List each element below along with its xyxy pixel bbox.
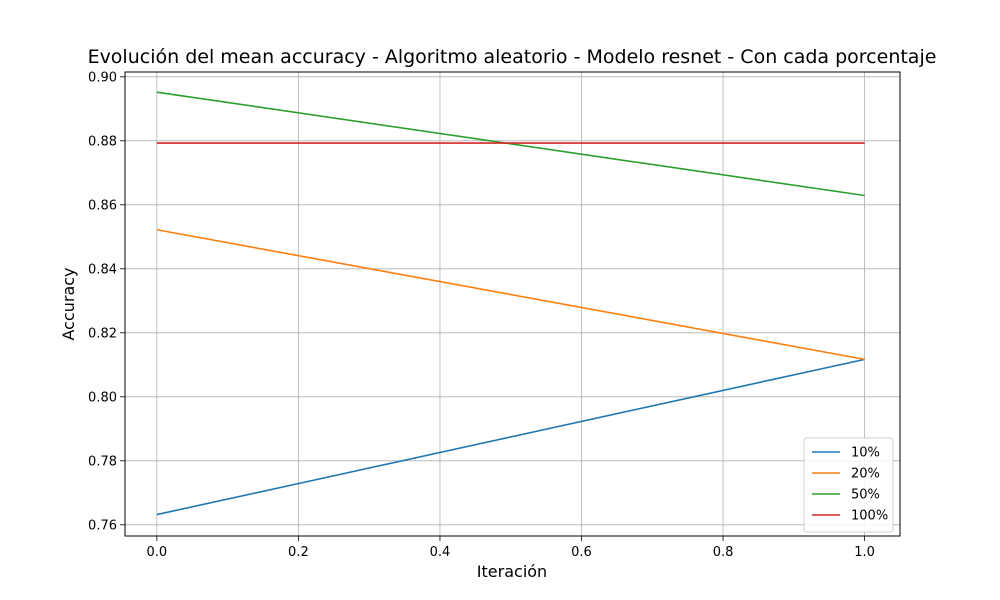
y-tick-label: 0.84 xyxy=(88,262,117,277)
legend-label: 20% xyxy=(851,467,880,482)
y-axis-label: Accuracy xyxy=(59,267,78,340)
x-tick-label: 0.6 xyxy=(571,545,592,560)
legend-label: 50% xyxy=(851,488,880,503)
x-tick-label: 0.4 xyxy=(430,545,451,560)
x-tick-label: 0.8 xyxy=(713,545,734,560)
plot-frame xyxy=(124,71,901,537)
legend: 10% 20% 50% 100% xyxy=(803,437,894,533)
x-tick-label: 0.2 xyxy=(288,545,309,560)
series-line-1 xyxy=(156,228,865,361)
series-lines xyxy=(156,91,865,516)
grid xyxy=(125,72,900,536)
x-axis-label: Iteración xyxy=(477,562,547,581)
chart-title: Evolución del mean accuracy - Algoritmo … xyxy=(88,46,937,68)
x-tick-label: 1.0 xyxy=(854,545,875,560)
y-tick-label: 0.86 xyxy=(88,198,117,213)
series-line-0 xyxy=(156,358,865,516)
y-tick-label: 0.76 xyxy=(88,518,117,533)
y-tick-label: 0.82 xyxy=(88,326,117,341)
legend-box xyxy=(803,437,894,533)
x-tick-label: 0.0 xyxy=(147,545,168,560)
legend-label: 10% xyxy=(851,446,880,461)
y-tick-label: 0.78 xyxy=(88,454,117,469)
y-tick-label: 0.88 xyxy=(88,134,117,149)
y-tick-label: 0.80 xyxy=(88,390,117,405)
y-axis-ticks: 0.76 0.78 0.80 0.82 0.84 0.86 0.88 0.90 xyxy=(88,70,125,533)
y-tick-label: 0.90 xyxy=(88,70,117,85)
legend-label: 100% xyxy=(851,509,888,524)
x-axis-ticks: 0.0 0.2 0.4 0.6 0.8 1.0 xyxy=(147,536,875,560)
